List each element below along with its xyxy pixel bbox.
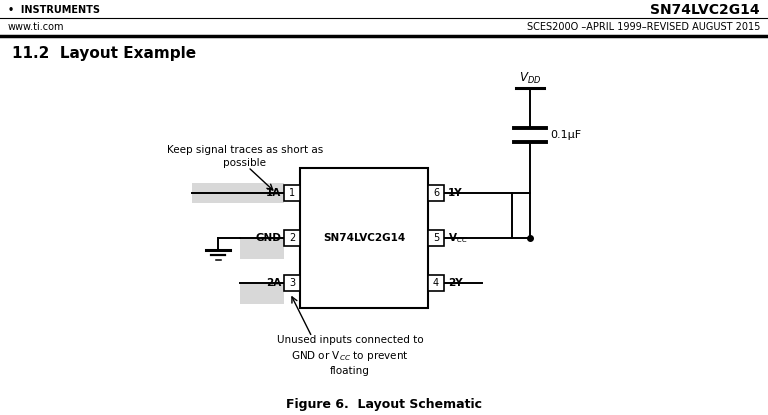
Text: 1A: 1A: [266, 188, 281, 198]
Text: 11.2  Layout Example: 11.2 Layout Example: [12, 46, 196, 61]
Bar: [240, 237, 284, 259]
Text: 5: 5: [433, 233, 439, 243]
Bar: [428, 185, 444, 201]
Text: 1Y: 1Y: [448, 188, 462, 198]
Text: 6: 6: [433, 188, 439, 198]
Text: GND: GND: [255, 233, 281, 243]
Text: SN74LVC2G14: SN74LVC2G14: [323, 233, 406, 243]
Bar: [192, 183, 284, 203]
Text: 2Y: 2Y: [448, 278, 462, 288]
Text: •  INSTRUMENTS: • INSTRUMENTS: [8, 5, 100, 15]
Bar: [428, 275, 444, 291]
Text: www.ti.com: www.ti.com: [8, 22, 65, 32]
Bar: [428, 230, 444, 246]
Bar: [284, 230, 300, 246]
Text: SN74LVC2G14: SN74LVC2G14: [650, 3, 760, 17]
Bar: [240, 282, 284, 304]
Bar: [300, 168, 428, 308]
Text: Keep signal traces as short as
possible: Keep signal traces as short as possible: [167, 145, 323, 168]
Text: 4: 4: [433, 278, 439, 288]
Text: SCES200O –APRIL 1999–REVISED AUGUST 2015: SCES200O –APRIL 1999–REVISED AUGUST 2015: [527, 22, 760, 32]
Text: 0.1μF: 0.1μF: [550, 130, 581, 140]
Bar: [284, 185, 300, 201]
Text: 2A: 2A: [266, 278, 281, 288]
Text: 1: 1: [289, 188, 295, 198]
Text: Figure 6.  Layout Schematic: Figure 6. Layout Schematic: [286, 398, 482, 411]
Text: $V_{DD}$: $V_{DD}$: [519, 71, 541, 86]
Text: V$_{CC}$: V$_{CC}$: [448, 231, 468, 245]
Text: 2: 2: [289, 233, 295, 243]
Text: Unused inputs connected to
GND or V$_{CC}$ to prevent
floating: Unused inputs connected to GND or V$_{CC…: [276, 335, 423, 376]
Bar: [284, 275, 300, 291]
Text: 3: 3: [289, 278, 295, 288]
